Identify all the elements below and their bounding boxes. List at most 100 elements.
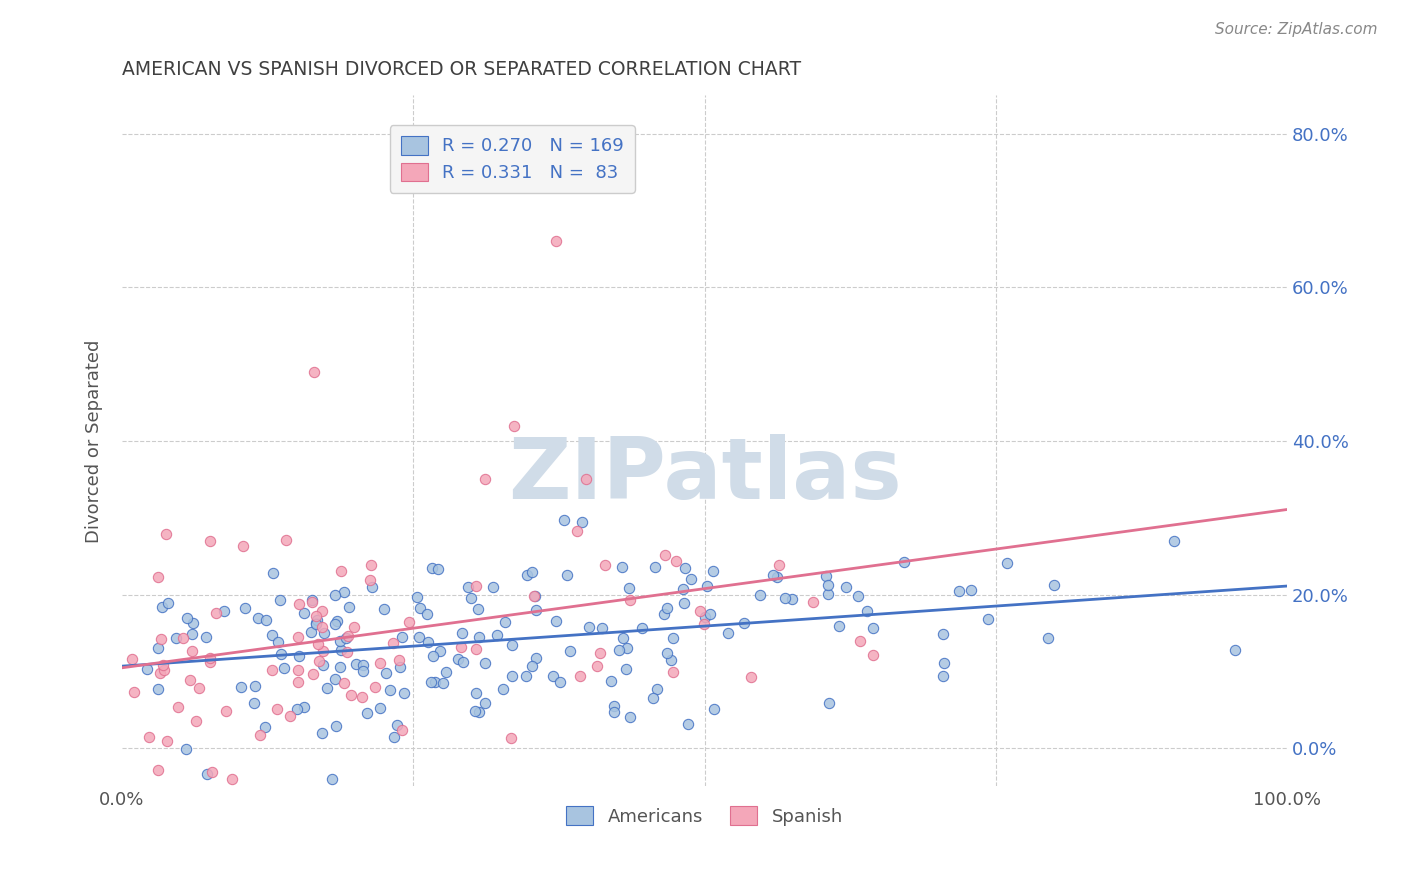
Point <box>325 672 347 686</box>
Point <box>176 611 198 625</box>
Point <box>278 709 301 723</box>
Point <box>336 645 359 659</box>
Point <box>702 564 724 578</box>
Point <box>359 573 381 587</box>
Point <box>665 554 688 568</box>
Point <box>321 772 343 786</box>
Point <box>181 626 204 640</box>
Point <box>269 593 291 607</box>
Point <box>434 665 457 679</box>
Point <box>485 628 508 642</box>
Point <box>314 626 336 640</box>
Point <box>460 591 482 605</box>
Point <box>323 589 346 603</box>
Point <box>733 615 755 630</box>
Point <box>180 644 202 658</box>
Point <box>457 581 479 595</box>
Point <box>780 591 803 606</box>
Point <box>155 527 177 541</box>
Point <box>689 605 711 619</box>
Point <box>305 609 328 624</box>
Point <box>198 650 221 665</box>
Point <box>801 595 824 609</box>
Point <box>138 731 160 745</box>
Point <box>465 641 488 656</box>
Point <box>233 601 256 615</box>
Point <box>672 596 695 610</box>
Point <box>616 640 638 655</box>
Point <box>398 615 420 629</box>
Point <box>172 631 194 645</box>
Point <box>671 582 693 596</box>
Point <box>835 580 858 594</box>
Point <box>249 728 271 742</box>
Point <box>849 634 872 648</box>
Point <box>153 663 176 677</box>
Point <box>416 635 439 649</box>
Point <box>501 638 523 652</box>
Point <box>523 589 546 603</box>
Point <box>307 637 329 651</box>
Point <box>607 642 630 657</box>
Point <box>762 568 785 582</box>
Point <box>146 640 169 655</box>
Point <box>198 655 221 669</box>
Point <box>333 584 356 599</box>
Point <box>932 669 955 683</box>
Point <box>408 630 430 644</box>
Point <box>409 601 432 615</box>
Point <box>308 654 330 668</box>
Point <box>765 570 787 584</box>
Y-axis label: Divorced or Separated: Divorced or Separated <box>86 339 103 542</box>
Point <box>425 675 447 690</box>
Point <box>522 658 544 673</box>
Point <box>499 731 522 746</box>
Point <box>149 666 172 681</box>
Point <box>862 648 884 663</box>
Point <box>612 631 634 645</box>
Point <box>502 669 524 683</box>
Text: Source: ZipAtlas.com: Source: ZipAtlas.com <box>1215 22 1378 37</box>
Point <box>740 670 762 684</box>
Point <box>301 594 323 608</box>
Point <box>603 698 626 713</box>
Point <box>392 686 415 700</box>
Point <box>553 514 575 528</box>
Point <box>329 633 352 648</box>
Point <box>893 556 915 570</box>
Point <box>260 627 283 641</box>
Point <box>420 561 443 575</box>
Point <box>416 607 439 621</box>
Point <box>555 567 578 582</box>
Point <box>676 717 699 731</box>
Point <box>614 662 637 676</box>
Point <box>352 658 374 673</box>
Point <box>326 614 349 628</box>
Point <box>515 669 537 683</box>
Point <box>482 580 505 594</box>
Point <box>1225 643 1247 657</box>
Point <box>361 580 384 594</box>
Point <box>546 235 568 249</box>
Point <box>312 658 335 673</box>
Point <box>157 596 180 610</box>
Point <box>474 696 496 710</box>
Point <box>212 604 235 618</box>
Point <box>773 591 796 605</box>
Point <box>305 617 328 632</box>
Point <box>287 648 309 663</box>
Point <box>589 646 612 660</box>
Point <box>267 635 290 649</box>
Point <box>948 583 970 598</box>
Point <box>195 767 218 781</box>
Point <box>675 561 697 575</box>
Point <box>301 593 323 607</box>
Point <box>447 652 470 666</box>
Point <box>274 533 297 547</box>
Point <box>352 690 374 705</box>
Point <box>292 700 315 714</box>
Point <box>546 615 568 629</box>
Point <box>977 612 1000 626</box>
Point <box>307 613 329 627</box>
Point <box>146 763 169 777</box>
